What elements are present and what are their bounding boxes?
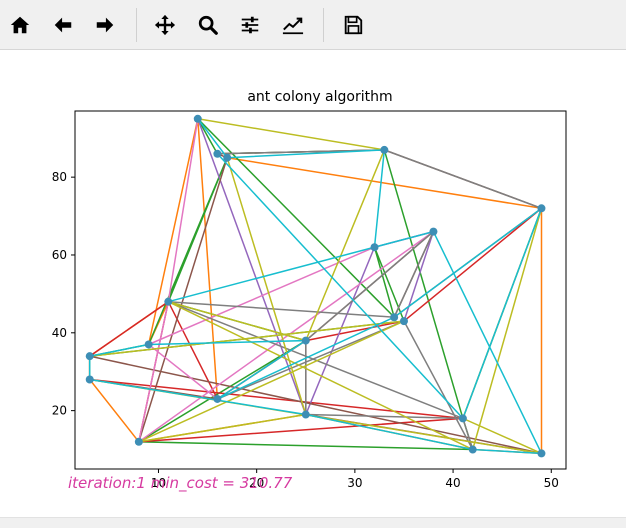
chart: ant colony algorithm 10 20 30 40 50 20 40 60 80… (52, 89, 567, 493)
city-point-5 (537, 204, 546, 213)
chart-title: ant colony algorithm (247, 89, 392, 105)
y-tick-label: 60 (52, 248, 67, 262)
city-point-9 (399, 317, 408, 326)
city-point-1 (193, 114, 202, 123)
route-series-1 (88, 118, 543, 455)
figure-canvas[interactable]: ant colony algorithm 10 20 30 40 50 20 40 60 80… (0, 51, 626, 516)
route-series-4 (197, 118, 435, 417)
city-point-18 (468, 445, 477, 454)
city-point-14 (85, 375, 94, 384)
y-tick-label: 20 (52, 404, 67, 418)
city-point-10 (390, 313, 399, 322)
y-tick-label: 80 (52, 170, 67, 184)
configure-subplots-button[interactable] (235, 11, 265, 39)
y-tick-label: 40 (52, 326, 67, 340)
arrow-left-icon (54, 17, 72, 33)
toolbar-separator (136, 8, 137, 42)
forward-button[interactable] (90, 11, 120, 39)
city-point-19 (134, 437, 143, 446)
city-point-15 (213, 394, 222, 403)
axes-border (74, 110, 567, 470)
city-point-20 (537, 449, 546, 458)
toolbar-separator (323, 8, 324, 42)
status-bar (0, 517, 626, 528)
city-point-6 (370, 243, 379, 252)
route-lines (88, 118, 544, 455)
route-series-9 (88, 118, 544, 455)
zoom-icon (198, 15, 218, 35)
x-tick-label: 40 (445, 476, 460, 490)
arrow-right-icon (96, 17, 114, 33)
iteration-cost-label: iteration:1 min_cost = 310.77 (68, 474, 293, 493)
axes-frame (74, 110, 567, 470)
x-tick-label: 50 (544, 476, 559, 490)
y-axis: 20 40 60 80 (52, 170, 75, 418)
back-button[interactable] (48, 11, 78, 39)
city-point-2 (213, 149, 222, 158)
zoom-button[interactable] (193, 11, 223, 39)
city-point-13 (85, 352, 94, 361)
city-point-3 (223, 153, 232, 162)
city-point-16 (301, 410, 310, 419)
city-point-17 (458, 414, 467, 423)
edit-axis-button[interactable] (278, 11, 308, 39)
x-tick-label: 20 (249, 476, 264, 490)
move-icon (154, 14, 176, 36)
city-point-4 (380, 145, 389, 154)
pan-button[interactable] (150, 11, 180, 39)
city-point-11 (301, 336, 310, 345)
x-tick-label: 30 (347, 476, 362, 490)
sliders-icon (241, 16, 259, 34)
floppy-disk-icon (344, 15, 363, 35)
navigation-toolbar (0, 0, 626, 50)
home-button[interactable] (5, 11, 35, 39)
city-point-7 (429, 227, 438, 236)
chart-line-icon (282, 17, 304, 35)
city-point-8 (164, 297, 173, 306)
x-tick-label: 10 (151, 476, 166, 490)
route-series-8 (88, 118, 543, 455)
x-axis: 10 20 30 40 50 (151, 469, 559, 490)
city-point-12 (144, 340, 153, 349)
city-points (85, 114, 546, 458)
save-button[interactable] (338, 11, 368, 39)
home-icon (10, 16, 30, 34)
